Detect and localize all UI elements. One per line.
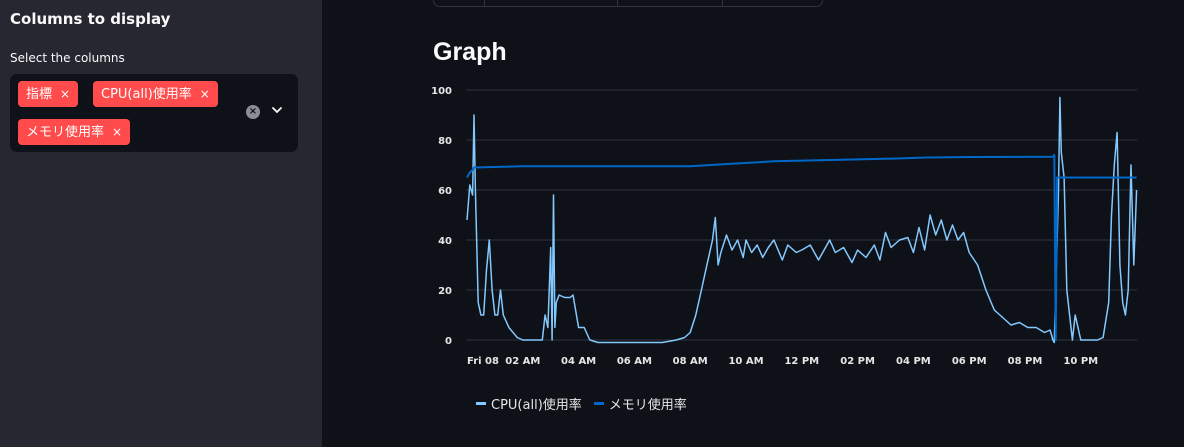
tag-label: メモリ使用率	[26, 125, 105, 140]
tag-remove-icon[interactable]: ×	[112, 125, 123, 139]
x-tick-label: 06 AM	[617, 356, 652, 367]
select-columns-label: Select the columns	[10, 51, 125, 65]
chevron-down-icon[interactable]	[271, 104, 283, 116]
x-tick-label: 04 AM	[561, 356, 596, 367]
sidebar: Columns to display Select the columns 指標…	[0, 0, 322, 447]
tag-label: CPU(all)使用率	[101, 87, 192, 102]
x-tick-label: 04 PM	[896, 356, 931, 367]
tag-memory: メモリ使用率 ×	[18, 119, 131, 145]
y-tick-label: 100	[431, 86, 452, 97]
legend-item-cpu[interactable]: CPU(all)使用率	[476, 394, 582, 413]
y-tick-label: 80	[438, 136, 452, 147]
clear-all-icon[interactable]: ×	[246, 105, 260, 119]
x-tick-label: 02 PM	[840, 356, 875, 367]
tag-remove-icon[interactable]: ×	[60, 87, 71, 101]
x-tick-label: 08 AM	[673, 356, 708, 367]
x-tick-label: 02 AM	[505, 356, 540, 367]
columns-multiselect[interactable]: 指標 × CPU(all)使用率 × メモリ使用率 × ×	[10, 74, 298, 152]
x-tick-label: 06 PM	[952, 356, 987, 367]
sidebar-title: Columns to display	[10, 10, 171, 28]
tag-cpu: CPU(all)使用率 ×	[93, 81, 218, 107]
y-tick-label: 40	[438, 236, 452, 247]
y-tick-label: 60	[438, 186, 452, 197]
chart-legend: CPU(all)使用率 メモリ使用率	[476, 394, 699, 413]
series-line-cpu	[466, 96, 1138, 344]
x-tick-label: 10 AM	[728, 356, 763, 367]
legend-swatch-memory	[593, 402, 604, 405]
x-tick-label: Fri 08	[467, 356, 499, 367]
y-tick-label: 0	[445, 336, 452, 347]
x-tick-label: 08 PM	[1008, 356, 1043, 367]
x-tick-label: 10 PM	[1063, 356, 1098, 367]
x-tick-label: 12 PM	[784, 356, 819, 367]
legend-label-memory: メモリ使用率	[608, 398, 687, 413]
y-tick-label: 20	[438, 286, 452, 297]
tag-label: 指標	[26, 87, 53, 102]
legend-item-memory[interactable]: メモリ使用率	[593, 394, 687, 413]
tag-remove-icon[interactable]: ×	[199, 87, 210, 101]
series-line-memory	[466, 154, 1137, 341]
legend-label-cpu: CPU(all)使用率	[491, 398, 582, 413]
page-title: Graph	[433, 38, 507, 66]
legend-swatch-cpu	[476, 402, 486, 405]
tag-metric: 指標 ×	[18, 81, 79, 107]
